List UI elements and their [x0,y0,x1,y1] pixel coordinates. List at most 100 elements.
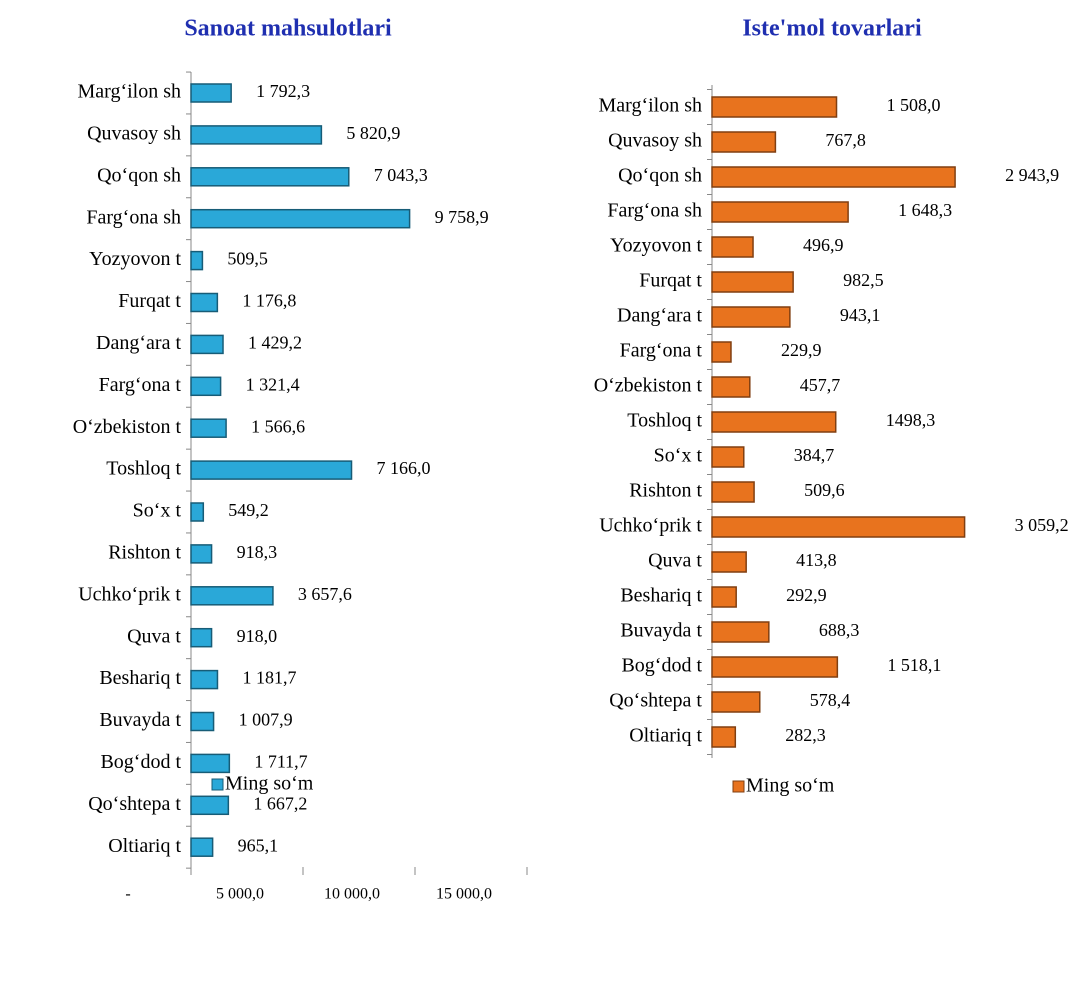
bar [711,96,838,118]
legend-swatch [211,778,224,791]
bar [711,621,770,643]
value-label: 1 518,1 [887,655,941,675]
category-label: Dang‘ara t [96,332,181,354]
value-label: 7 043,3 [374,165,428,185]
value-label: 5 820,9 [346,123,400,143]
value-label: 229,9 [781,340,822,360]
category-label: So‘x t [654,445,703,467]
category-label: Dang‘ara t [617,305,702,327]
bar [190,208,411,229]
value-label: 3 657,6 [298,584,352,604]
bar [190,669,219,690]
x-tick-label: 15 000,0 [436,886,492,903]
bar [190,544,213,564]
bar [711,376,751,398]
category-label: Quvasoy sh [87,122,181,144]
category-label: So‘x t [133,500,182,522]
value-label: 1 321,4 [246,374,300,394]
bar [190,753,231,774]
bar [711,656,839,678]
bar [190,83,232,103]
bar [190,627,213,648]
category-label: Qo‘qon sh [97,164,181,186]
bar [711,446,745,468]
category-label: Bog‘dod t [621,655,702,677]
value-label: 1 566,6 [251,416,305,436]
bar [190,418,227,438]
value-label: 1498,3 [886,410,936,430]
value-label: 1 007,9 [239,710,293,730]
value-label: 1 648,3 [898,200,952,220]
category-label: O‘zbekiston t [73,416,182,438]
value-label: 965,1 [238,835,278,855]
bar [711,516,966,538]
legend-label: Ming so‘m [746,775,835,797]
category-label: Marg‘ilon sh [598,95,702,117]
x-tick-label: - [125,886,130,903]
bar [711,271,794,293]
bar [190,711,215,732]
value-label: 509,5 [227,249,267,269]
bar [711,586,737,608]
category-label: O‘zbekiston t [594,375,703,397]
bar [190,250,204,271]
bar [190,292,219,313]
value-label: 943,1 [840,305,881,325]
bar [190,376,222,397]
category-label: Farg‘ona sh [607,200,702,222]
bar [711,236,754,258]
bar [711,411,837,433]
value-label: 2 943,9 [1005,165,1059,185]
value-label: 1 181,7 [242,668,296,688]
value-label: 549,2 [228,500,268,520]
value-label: 3 059,2 [1015,515,1069,535]
value-label: 9 758,9 [435,207,489,227]
value-label: 918,3 [237,542,278,562]
bar [711,341,732,363]
category-label: Qo‘shtepa t [88,793,181,815]
category-label: Uchko‘prik t [599,515,702,537]
value-label: 1 176,8 [242,291,296,311]
category-label: Quva t [648,550,702,572]
category-label: Farg‘ona t [99,374,182,396]
bar [190,837,214,857]
category-label: Qo‘shtepa t [609,690,702,712]
value-label: 688,3 [819,620,860,640]
value-label: 7 166,0 [377,458,431,478]
bar [711,691,761,713]
value-label: 918,0 [237,626,278,646]
bar [190,334,224,355]
value-label: 496,9 [803,235,844,255]
bar [190,502,205,522]
value-label: 1 792,3 [256,81,310,101]
category-label: Quva t [127,625,181,647]
category-label: Quvasoy sh [608,130,702,152]
category-label: Bog‘dod t [100,751,181,773]
value-label: 982,5 [843,270,884,290]
category-label: Furqat t [118,290,181,312]
x-tick-label: 5 000,0 [216,886,264,903]
category-label: Yozyovon t [610,235,702,257]
value-label: 767,8 [825,130,866,150]
value-label: 282,3 [785,725,826,745]
category-label: Toshloq t [106,458,181,480]
value-label: 1 429,2 [248,333,302,353]
bar [711,201,849,223]
x-tick-label: 10 000,0 [324,886,380,903]
bar [190,586,274,606]
category-label: Furqat t [639,270,702,292]
bar [190,125,323,145]
bar [711,481,755,503]
value-label: 578,4 [810,690,851,710]
bar [190,460,353,480]
category-label: Marg‘ilon sh [77,81,181,103]
legend-swatch [732,780,745,793]
category-label: Rishton t [108,541,181,563]
bar [711,166,956,188]
category-label: Beshariq t [99,667,181,689]
category-label: Toshloq t [627,410,702,432]
category-label: Buvayda t [620,620,702,642]
category-label: Qo‘qon sh [618,165,702,187]
value-label: 292,9 [786,585,827,605]
